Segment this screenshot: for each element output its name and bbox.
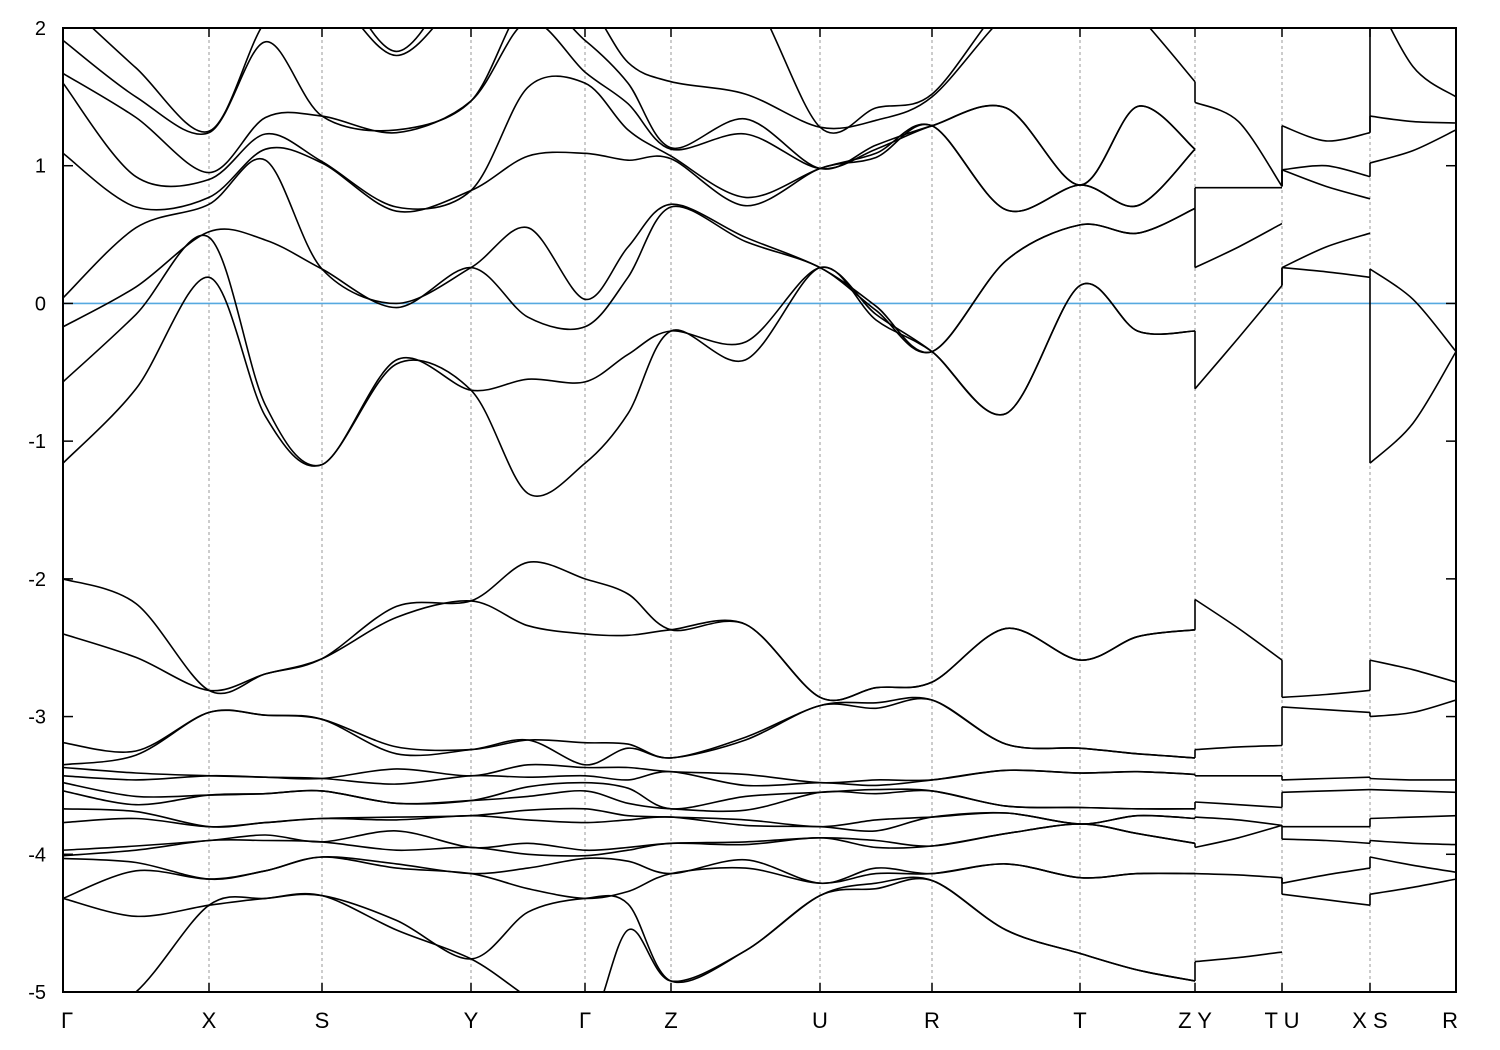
band-line <box>1281 788 1371 794</box>
band-line <box>1281 706 1371 714</box>
band-line <box>1194 222 1283 269</box>
y-tick-label: 1 <box>35 156 46 178</box>
band-line <box>63 696 1196 759</box>
band-line <box>63 600 1196 702</box>
band-line <box>1281 266 1371 279</box>
band-line <box>1194 816 1283 827</box>
band-line <box>1369 856 1456 873</box>
band-line <box>1281 164 1371 178</box>
x-tick-label: Y <box>464 1008 479 1033</box>
band-line <box>1281 125 1371 142</box>
band-line <box>1281 838 1371 845</box>
x-tick-label: Z Y <box>1178 1008 1212 1033</box>
y-tick-label: 2 <box>35 18 46 40</box>
band-line <box>63 123 1196 213</box>
x-tick-label: Γ <box>579 1008 591 1033</box>
band-line <box>1389 28 1456 98</box>
band-line <box>1194 101 1283 187</box>
band-line <box>1194 744 1283 751</box>
band-line <box>1369 268 1456 353</box>
band-line <box>1369 699 1456 718</box>
band-line <box>63 205 1196 354</box>
x-tick-label: T <box>1073 1008 1086 1033</box>
grid-lines <box>208 28 1371 992</box>
y-tick-label: -1 <box>28 431 46 453</box>
x-tick-label: Z <box>664 1008 677 1033</box>
band-line <box>63 28 1196 186</box>
x-tick-label: R <box>1442 1008 1458 1033</box>
band-line <box>1194 951 1283 963</box>
band-line <box>91 28 1196 133</box>
bands <box>63 28 1456 992</box>
x-tick-label: R <box>924 1008 940 1033</box>
x-tick-label: X <box>202 1008 217 1033</box>
band-line <box>1369 878 1456 895</box>
band-line <box>63 157 1196 354</box>
band-line <box>1369 659 1456 683</box>
band-line <box>63 769 1196 787</box>
band-line <box>63 697 1196 766</box>
band-line <box>1194 872 1283 879</box>
band-line <box>63 234 1196 467</box>
band-line <box>63 781 1196 810</box>
band-line <box>63 876 1196 984</box>
band-line <box>1194 824 1283 849</box>
band-line <box>1194 801 1283 809</box>
x-tick-label: S <box>315 1008 330 1033</box>
y-tick-label: -2 <box>28 569 46 591</box>
band-line <box>1369 351 1456 464</box>
band-line <box>1194 284 1283 390</box>
x-tick-label: X S <box>1352 1008 1387 1033</box>
band-line <box>63 823 1196 857</box>
y-tick-label: -5 <box>28 982 46 1004</box>
band-line <box>368 28 985 134</box>
band-line <box>1281 169 1371 200</box>
axis-ticks <box>62 27 1457 993</box>
x-tick-label: U <box>812 1008 828 1033</box>
band-line <box>1194 598 1283 661</box>
y-tick-label: -4 <box>28 844 46 866</box>
band-line <box>63 75 1196 213</box>
band-line <box>63 807 1196 828</box>
band-line <box>1369 777 1456 781</box>
band-line <box>1281 689 1371 699</box>
band-line <box>1281 776 1371 781</box>
band-line <box>63 266 1196 497</box>
x-tick-label: T U <box>1264 1008 1299 1033</box>
y-tick-label: 0 <box>35 293 46 315</box>
band-line <box>63 561 1196 702</box>
x-tick-label: Γ <box>61 1008 73 1033</box>
band-line <box>1281 867 1371 884</box>
y-axis-tick-labels: -5 -4 -3 -2 -1 0 1 2 <box>28 18 46 1004</box>
plot-frame <box>62 27 1457 993</box>
band-line <box>1369 129 1456 164</box>
band-line <box>1369 115 1456 124</box>
band-line <box>63 763 1196 784</box>
band-line <box>1369 814 1456 820</box>
band-line <box>1369 839 1456 846</box>
band-line <box>1281 893 1371 906</box>
band-line <box>1281 232 1371 269</box>
band-line <box>1369 788 1456 794</box>
y-tick-label: -3 <box>28 707 46 729</box>
band-line <box>63 823 1196 852</box>
band-line <box>63 789 1196 813</box>
band-line <box>63 856 1196 885</box>
